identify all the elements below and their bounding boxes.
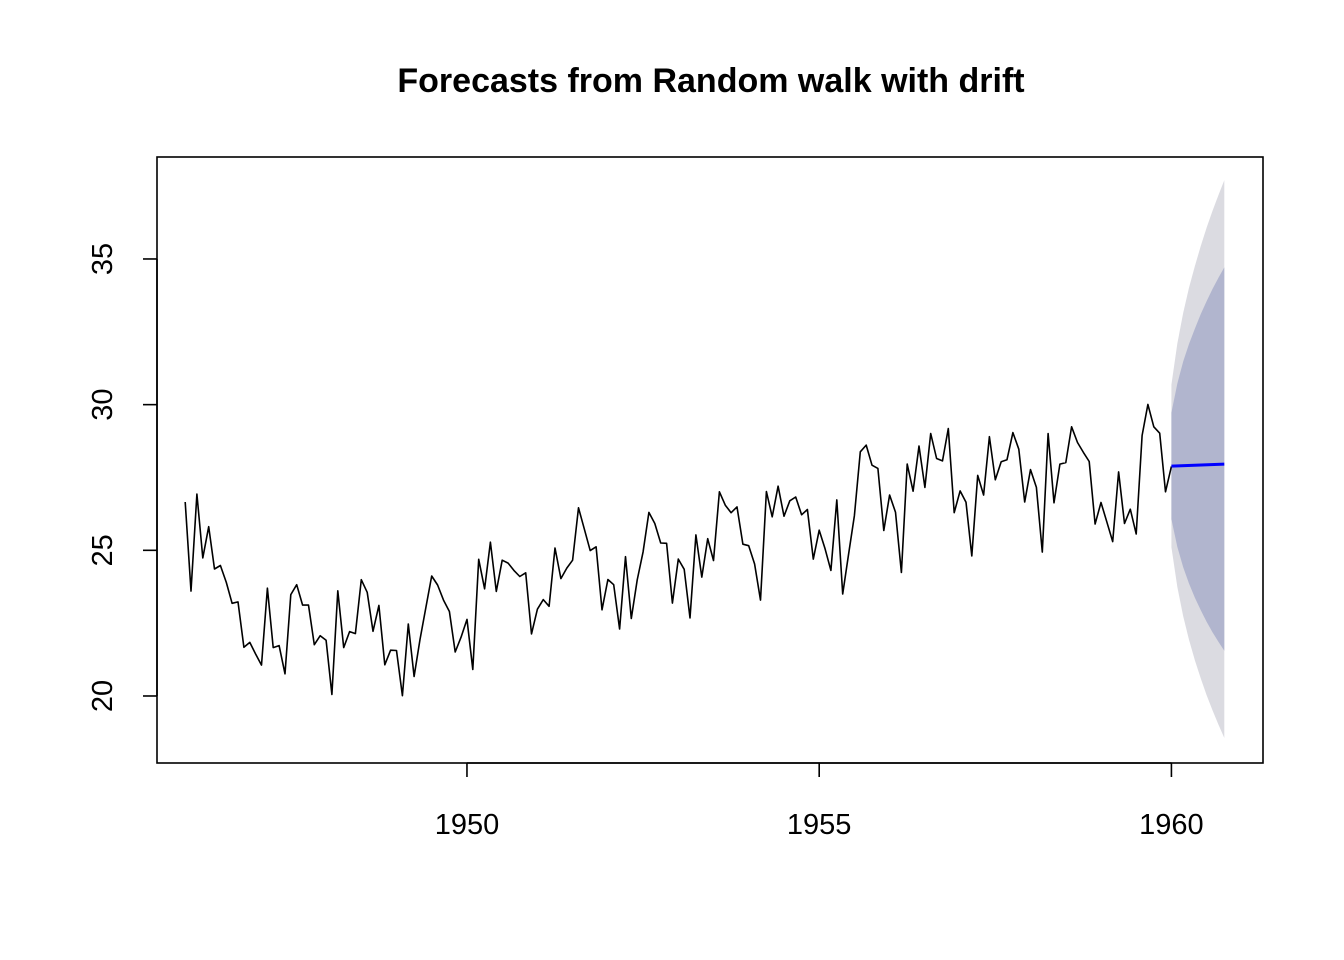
y-tick-label: 25 — [87, 534, 119, 566]
x-tick-label: 1955 — [787, 809, 852, 841]
interval-band-80 — [1171, 267, 1225, 651]
history-line — [184, 403, 1173, 697]
y-axis: 20 25 30 35 — [87, 243, 158, 712]
x-axis: 1950 1955 1960 — [435, 762, 1204, 841]
x-tick-label: 1960 — [1139, 809, 1204, 841]
y-tick-label: 20 — [87, 680, 119, 712]
chart-title: Forecasts from Random walk with drift — [397, 62, 1024, 100]
plot-area — [184, 180, 1225, 738]
y-tick-label: 30 — [87, 389, 119, 421]
y-tick-label: 35 — [87, 243, 119, 275]
forecast-mean-line — [1171, 462, 1225, 468]
plot-frame — [156, 156, 1264, 764]
x-tick-label: 1950 — [435, 809, 500, 841]
